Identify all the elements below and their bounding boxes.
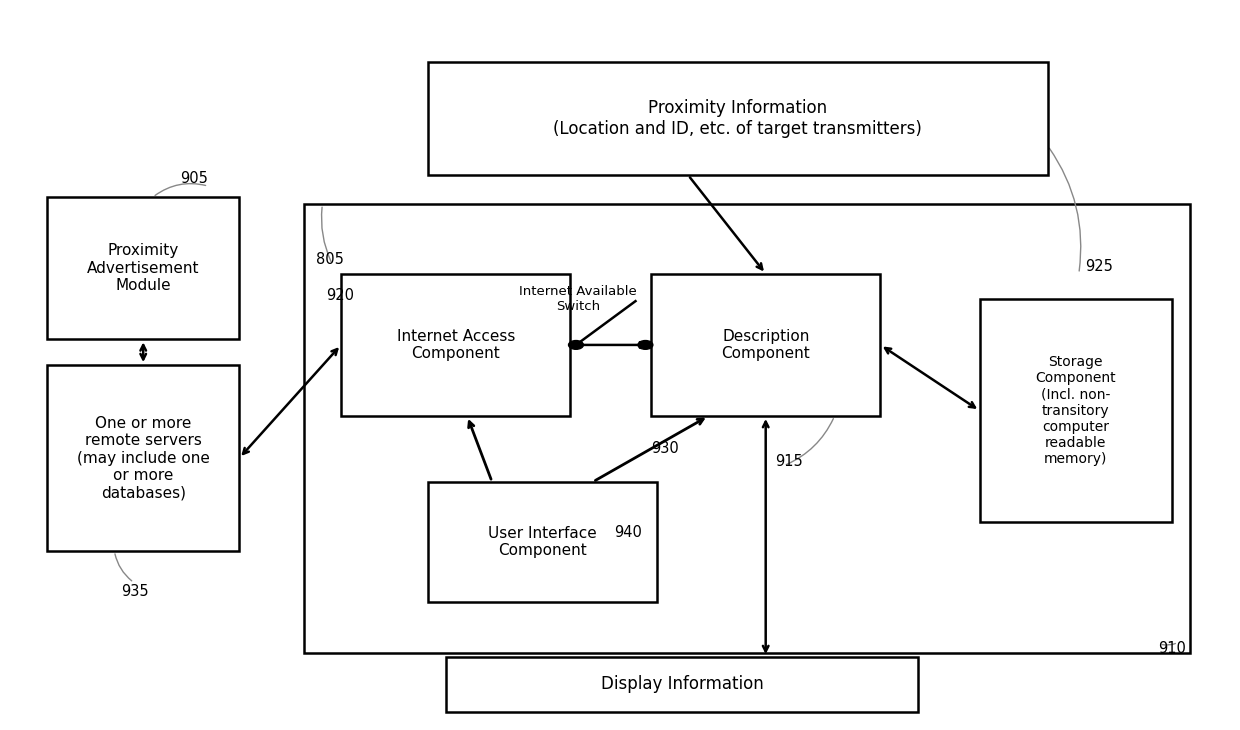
Text: Proximity
Advertisement
Module: Proximity Advertisement Module: [87, 243, 200, 293]
Circle shape: [639, 340, 653, 350]
Text: Internet Available
Switch: Internet Available Switch: [520, 285, 636, 313]
Bar: [47, 365, 239, 551]
Text: 905: 905: [180, 172, 207, 186]
Text: 920: 920: [326, 288, 355, 303]
Text: Proximity Information
(Location and ID, etc. of target transmitters): Proximity Information (Location and ID, …: [553, 99, 923, 138]
Bar: [446, 657, 918, 712]
Text: 940: 940: [614, 526, 641, 540]
Text: 805: 805: [316, 252, 343, 266]
Text: Internet Access
Component: Internet Access Component: [397, 328, 515, 361]
Circle shape: [568, 340, 584, 350]
Bar: [304, 204, 1190, 653]
Text: 935: 935: [122, 584, 149, 599]
Bar: [47, 197, 239, 339]
Bar: [651, 274, 880, 416]
Bar: [341, 274, 570, 416]
Text: Description
Component: Description Component: [722, 328, 810, 361]
Text: User Interface
Component: User Interface Component: [489, 526, 596, 558]
Text: 925: 925: [1085, 259, 1112, 274]
Text: 930: 930: [651, 442, 678, 456]
Bar: [428, 62, 1048, 175]
Bar: [980, 299, 1172, 522]
Text: One or more
remote servers
(may include one
or more
databases): One or more remote servers (may include …: [77, 416, 210, 500]
Text: Storage
Component
(Incl. non-
transitory
computer
readable
memory): Storage Component (Incl. non- transitory…: [1035, 355, 1116, 466]
Text: 910: 910: [1158, 641, 1185, 656]
Text: 915: 915: [775, 454, 802, 469]
Bar: [428, 482, 657, 602]
Text: Display Information: Display Information: [600, 675, 764, 693]
